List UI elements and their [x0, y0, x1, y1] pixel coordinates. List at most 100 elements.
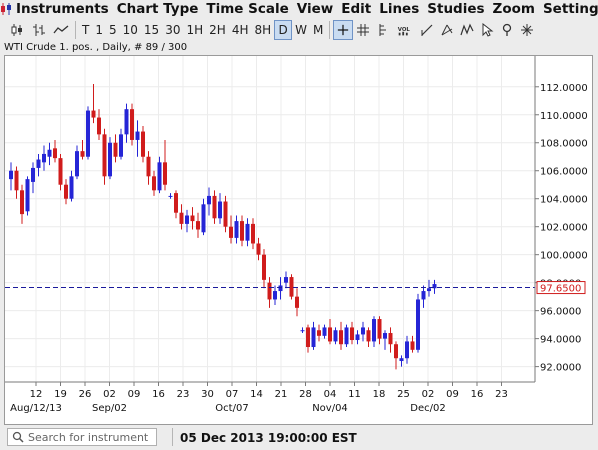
candle-body — [410, 341, 415, 350]
x-month-label: Aug/12/13 — [10, 403, 62, 414]
timescale-4h[interactable]: 4H — [231, 23, 249, 37]
candle-body — [317, 330, 321, 336]
candle-body — [427, 288, 431, 292]
candle-body — [383, 333, 387, 339]
x-tick-label: 18 — [373, 389, 386, 400]
menu-time-scale[interactable]: Time Scale — [206, 1, 289, 17]
candlestick-chart-icon[interactable] — [6, 20, 28, 40]
volume-icon[interactable]: VOL — [393, 20, 417, 40]
x-tick-label: 30 — [201, 389, 214, 400]
multi-line-icon[interactable] — [437, 20, 457, 40]
candle-body — [42, 153, 46, 163]
candle-body — [267, 282, 272, 300]
timescale-2h[interactable]: 2H — [209, 23, 226, 37]
candle-body — [278, 285, 283, 292]
candle-body — [97, 117, 101, 135]
search-input[interactable] — [28, 430, 148, 444]
scale-icon[interactable] — [373, 20, 393, 40]
candle-body — [388, 333, 393, 345]
candle-body — [201, 204, 206, 233]
crosshair-icon[interactable] — [333, 20, 354, 40]
candle-body — [146, 156, 151, 177]
candle-body — [31, 167, 35, 182]
y-tick-label: 112.0000 — [540, 83, 588, 94]
y-tick-label: 100.0000 — [540, 251, 588, 262]
candle-body — [190, 215, 195, 222]
candle-body — [47, 149, 52, 157]
grid-icon[interactable] — [353, 20, 373, 40]
timescale-weekly[interactable]: W — [295, 23, 308, 37]
candle-body — [234, 221, 239, 238]
candle-body — [273, 291, 277, 300]
y-tick-label: 106.0000 — [540, 167, 588, 178]
menu-lines[interactable]: Lines — [379, 1, 420, 17]
candle-body — [86, 110, 90, 157]
x-tick-label: 12 — [30, 389, 43, 400]
timescale-30min[interactable]: 30 — [165, 23, 181, 37]
menu-studies[interactable]: Studies — [427, 1, 485, 17]
menu-settings[interactable]: Settings — [542, 1, 598, 17]
candle-body — [36, 159, 41, 168]
x-tick-label: 19 — [54, 389, 67, 400]
line-chart-icon[interactable] — [50, 20, 72, 40]
candle-body — [130, 109, 134, 140]
timescale-1h[interactable]: 1H — [186, 23, 204, 37]
timescale-monthly[interactable]: M — [313, 23, 324, 37]
x-tick-label: 04 — [324, 389, 337, 400]
candle-body — [80, 151, 85, 157]
current-price-tag — [536, 281, 586, 295]
menu-view[interactable]: View — [296, 1, 334, 17]
timescale-8h[interactable]: 8H — [254, 23, 272, 37]
y-tick-label: 104.0000 — [540, 195, 588, 206]
candle-body — [344, 327, 349, 345]
menu-edit[interactable]: Edit — [341, 1, 372, 17]
candle-body — [240, 221, 244, 241]
y-tick-label: 92.0000 — [540, 363, 581, 374]
x-tick-label: 21 — [275, 389, 288, 400]
candle-body — [185, 215, 189, 224]
price-chart[interactable]: 92.000094.000096.000098.0000100.0000102.… — [5, 56, 592, 424]
candle-body — [157, 162, 162, 191]
menu-bar: Instruments Chart Type Time Scale View E… — [0, 0, 598, 18]
candle-body — [256, 243, 261, 255]
x-tick-label: 09 — [128, 389, 141, 400]
cursor-datetime: 05 Dec 2013 19:00:00 EST — [180, 431, 357, 445]
menu-instruments[interactable]: Instruments — [16, 1, 109, 17]
spinner-icon[interactable] — [517, 20, 537, 40]
candle-body — [366, 330, 371, 342]
candle-body — [207, 195, 211, 205]
toolbar: T 1 5 10 15 30 1H 2H 4H 8H D W M VOL — [0, 18, 598, 42]
timescale-daily[interactable]: D — [274, 20, 293, 40]
x-tick-label: 23 — [177, 389, 190, 400]
chart-frame[interactable]: 92.000094.000096.000098.0000100.0000102.… — [4, 55, 593, 425]
menu-zoom[interactable]: Zoom — [492, 1, 535, 17]
cursor-icon[interactable] — [477, 20, 497, 40]
ohlc-bar-chart-icon[interactable] — [28, 20, 50, 40]
candle-body — [289, 277, 294, 297]
candle-body — [119, 134, 123, 157]
toolbar-separator — [75, 21, 76, 39]
pin-icon[interactable] — [497, 20, 517, 40]
candle-body — [394, 344, 398, 359]
candle-body — [416, 299, 420, 350]
timescale-tick[interactable]: T — [82, 23, 90, 37]
instrument-search[interactable] — [7, 428, 157, 446]
timescale-10min[interactable]: 10 — [122, 23, 138, 37]
menu-chart-type[interactable]: Chart Type — [116, 1, 199, 17]
trend-line-icon[interactable] — [417, 20, 437, 40]
candle-body — [14, 170, 19, 191]
timescale-5min[interactable]: 5 — [108, 23, 117, 37]
zigzag-icon[interactable] — [457, 20, 477, 40]
y-tick-label: 110.0000 — [540, 111, 588, 122]
toolbar-separator — [329, 21, 331, 39]
x-tick-label: 25 — [397, 389, 410, 400]
timescale-15min[interactable]: 15 — [143, 23, 160, 37]
timescale-1min[interactable]: 1 — [95, 23, 103, 37]
candle-body — [350, 327, 354, 341]
candle-body — [91, 110, 96, 118]
candle-body — [405, 341, 409, 359]
candle-body — [245, 223, 250, 241]
x-tick-label: 07 — [226, 389, 239, 400]
candle-body — [306, 327, 310, 348]
x-tick-label: 26 — [79, 389, 92, 400]
